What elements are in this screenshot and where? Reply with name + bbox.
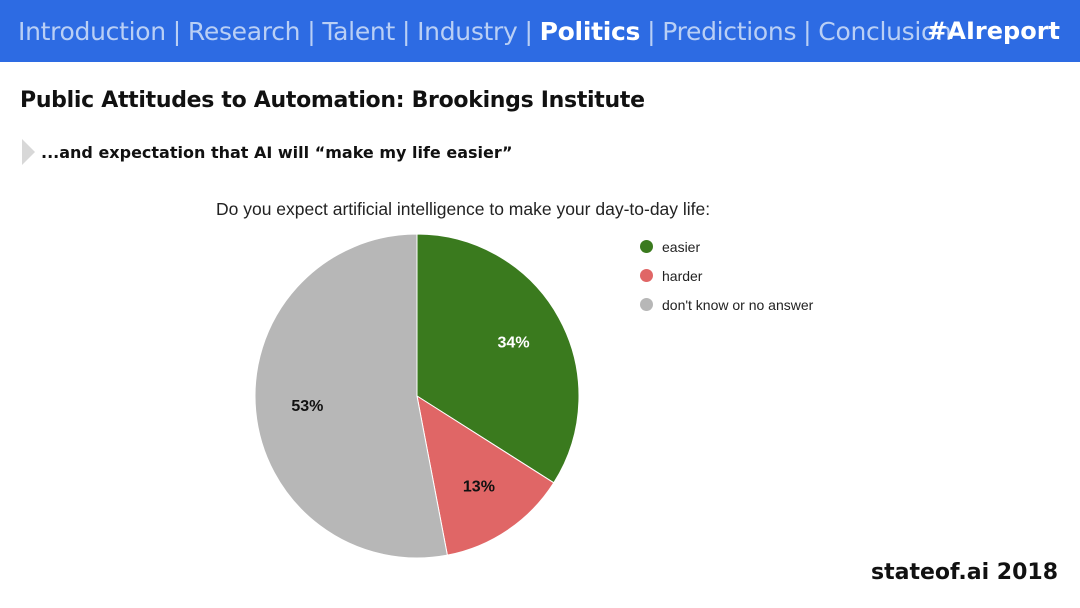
legend-label: harder (662, 267, 703, 284)
nav-item-industry[interactable]: Industry (417, 16, 518, 46)
subtitle-row: ...and expectation that AI will “make my… (22, 138, 513, 166)
top-nav-bar: Introduction | Research | Talent | Industry | Po… (0, 0, 1080, 62)
chart-title: Do you expect artificial intelligence to… (216, 199, 711, 219)
legend-dot-icon (640, 269, 653, 282)
nav-item-research[interactable]: Research (187, 16, 301, 46)
page-subtitle: ...and expectation that AI will “make my… (41, 142, 513, 162)
legend-item: easier (640, 232, 813, 261)
legend-item: don't know or no answer (640, 290, 813, 319)
legend-item: harder (640, 261, 813, 290)
hashtag: #AIreport (927, 17, 1060, 45)
nav-item-politics[interactable]: Politics (539, 16, 641, 46)
pie-slice-label: 53% (291, 398, 323, 415)
pie-slice-label: 13% (463, 479, 495, 496)
pie-slice-harder (416, 394, 555, 556)
footer-brand: stateof.ai 2018 (870, 560, 1058, 585)
page-title: Public Attitudes to Automation: Brooking… (20, 88, 645, 113)
nav-item-conclusion[interactable]: Conclusion (818, 16, 952, 46)
chart-legend: easier harder don't know or no answer (640, 232, 813, 319)
nav-item-predictions[interactable]: Predictions (662, 16, 797, 46)
bullet-triangle-icon (22, 139, 35, 165)
nav-separator: | (172, 16, 181, 46)
pie-slice-easier (416, 233, 580, 484)
section-nav: Introduction | Research | Talent | Industry | Po… (18, 0, 952, 62)
legend-dot-icon (640, 240, 653, 253)
pie-slice-label: 34% (498, 334, 530, 351)
legend-label: easier (662, 238, 701, 255)
nav-item-talent[interactable]: Talent (322, 16, 395, 46)
nav-item-introduction[interactable]: Introduction (18, 16, 166, 46)
nav-separator: | (524, 16, 533, 46)
legend-dot-icon (640, 298, 653, 311)
legend-label: don't know or no answer (662, 296, 814, 313)
pie-slice-don-t-know-or-no-answer (254, 233, 448, 559)
nav-separator: | (307, 16, 316, 46)
nav-separator: | (401, 16, 411, 46)
nav-separator: | (803, 16, 812, 46)
nav-separator: | (647, 16, 656, 46)
